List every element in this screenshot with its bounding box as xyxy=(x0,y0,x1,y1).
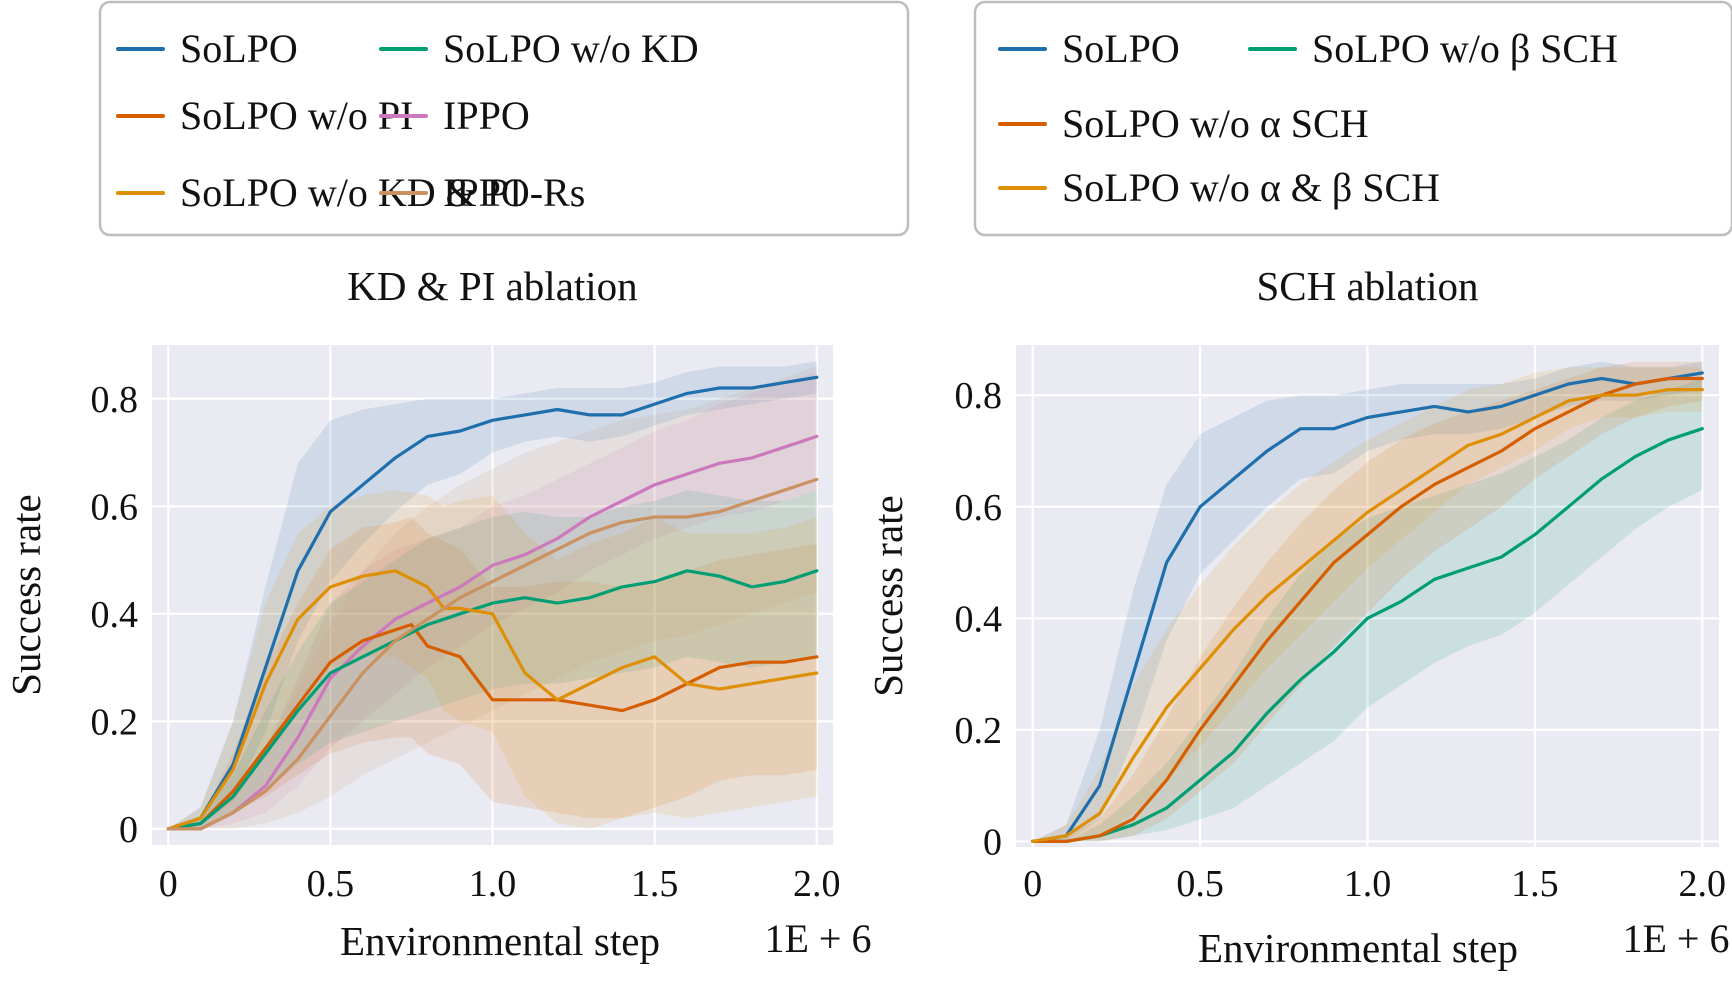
x-tick-label: 0.5 xyxy=(1176,863,1224,905)
y-tick-label: 0 xyxy=(983,821,1002,863)
y-tick-label: 0 xyxy=(119,809,138,851)
legend: SoLPO SoLPO w/o PI SoLPO w/o KD & PI SoLPO … xyxy=(98,0,910,237)
series-group xyxy=(166,361,819,831)
legend-frame xyxy=(973,0,1732,237)
confidence-band-4 xyxy=(1032,367,1703,842)
y-axis-label: Success rate xyxy=(3,494,49,696)
series-line-1 xyxy=(1031,371,1704,844)
x-tick-label: 0.5 xyxy=(307,863,355,905)
legend-label: SoLPO xyxy=(1062,26,1180,71)
legend-label: SoLPO xyxy=(180,26,298,71)
x-tick-label: 1.5 xyxy=(631,863,679,905)
y-tick-label: 0.6 xyxy=(955,487,1003,529)
y-tick-label: 0.6 xyxy=(91,486,139,528)
y-tick-label: 0.2 xyxy=(955,710,1003,752)
legend-label: IPPO xyxy=(443,93,530,138)
chart-title: SCH ablation xyxy=(1256,263,1478,309)
confidence-band-2 xyxy=(1032,378,1703,842)
legend: SoLPO SoLPO w/o β SCH SoLPO w/o α SCH SoLPO… xyxy=(973,0,1732,237)
confidence-band-5 xyxy=(168,490,817,829)
legend-frame xyxy=(98,0,910,237)
x-tick-label: 0 xyxy=(159,863,178,905)
legend-label: IPPO-Rs xyxy=(443,170,585,215)
x-axis-multiplier: 1E + 6 xyxy=(765,916,872,961)
series-line-3 xyxy=(1031,376,1704,844)
confidence-band-1 xyxy=(1032,361,1703,842)
series-line-3 xyxy=(166,622,819,831)
legend-label: SoLPO w/o α & β SCH xyxy=(1062,165,1440,210)
series-line-6 xyxy=(166,477,819,831)
confidence-band-6 xyxy=(168,366,817,829)
kd-pi-ablation-chart: 0 0.5 1.0 1.5 2.0 0 0.2 0.4 0.6 0.8 KD & PI ablati… xyxy=(3,0,910,964)
legend-label: SoLPO w/o β SCH xyxy=(1312,26,1618,71)
confidence-band-4 xyxy=(168,490,817,829)
series-line-1 xyxy=(166,375,819,831)
x-tick-label: 1.5 xyxy=(1511,863,1559,905)
x-axis-multiplier: 1E + 6 xyxy=(1623,916,1730,961)
series-group xyxy=(1031,361,1704,844)
y-tick-label: 0.8 xyxy=(955,375,1003,417)
x-tick-label: 1.0 xyxy=(469,863,517,905)
x-tick-label: 2.0 xyxy=(1679,863,1727,905)
x-tick-label: 2.0 xyxy=(793,863,841,905)
chart-title: KD & PI ablation xyxy=(347,263,637,309)
confidence-band-3 xyxy=(168,517,817,829)
confidence-band-3 xyxy=(1032,361,1703,842)
series-line-5 xyxy=(166,569,819,831)
series-line-2 xyxy=(166,434,819,831)
series-line-2 xyxy=(1031,427,1704,844)
x-tick-label: 1.0 xyxy=(1344,863,1392,905)
series-line-4 xyxy=(166,569,819,831)
y-tick-label: 0.2 xyxy=(91,701,139,743)
y-tick-label: 0.4 xyxy=(91,594,139,636)
legend-label: SoLPO w/o PI xyxy=(180,93,413,138)
sch-ablation-chart: 0 0.5 1.0 1.5 2.0 0 0.2 0.4 0.6 0.8 SCH ablation En… xyxy=(865,0,1732,971)
series-line-4 xyxy=(1031,388,1704,844)
legend-label: SoLPO w/o KD xyxy=(443,26,699,71)
x-axis-label: Environmental step xyxy=(1198,925,1518,971)
confidence-band-1 xyxy=(168,361,817,829)
x-tick-label: 0 xyxy=(1023,863,1042,905)
legend-label: SoLPO w/o α SCH xyxy=(1062,101,1369,146)
y-tick-label: 0.8 xyxy=(91,379,139,421)
x-axis-label: Environmental step xyxy=(340,918,660,964)
y-tick-label: 0.4 xyxy=(955,598,1003,640)
legend-label: SoLPO w/o KD & PI xyxy=(180,170,522,215)
y-axis-label: Success rate xyxy=(865,495,911,697)
